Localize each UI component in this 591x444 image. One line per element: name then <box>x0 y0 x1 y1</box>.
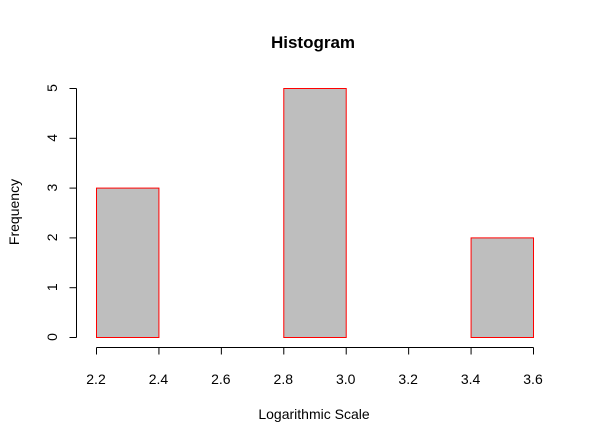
x-tick-label: 2.8 <box>274 371 294 387</box>
x-tick-label: 3.0 <box>336 371 356 387</box>
x-tick-label: 2.4 <box>149 371 169 387</box>
bars-layer <box>96 88 535 338</box>
histogram-bar <box>470 237 535 338</box>
chart-title: Histogram <box>271 33 355 52</box>
x-tick-label: 3.2 <box>398 371 418 387</box>
y-tick-label: 1 <box>44 283 60 291</box>
y-tick-label: 4 <box>44 134 60 142</box>
y-axis-label: Frequency <box>6 179 22 245</box>
x-tick-label: 2.2 <box>86 371 106 387</box>
x-axis: 2.2 2.4 2.6 2.8 3.0 3.2 3.4 3.6 <box>86 347 543 387</box>
y-tick-label: 5 <box>44 84 60 92</box>
y-tick-label: 3 <box>44 183 60 191</box>
x-axis-label: Logarithmic Scale <box>258 406 369 422</box>
x-tick-label: 3.6 <box>523 371 543 387</box>
y-axis: 0 1 2 3 4 5 <box>44 84 77 341</box>
histogram-bar <box>283 88 347 338</box>
x-tick-label: 2.6 <box>211 371 231 387</box>
y-tick-label: 2 <box>44 233 60 241</box>
x-tick-label: 3.4 <box>461 371 481 387</box>
histogram-bar <box>96 187 160 338</box>
y-tick-label: 0 <box>44 333 60 341</box>
